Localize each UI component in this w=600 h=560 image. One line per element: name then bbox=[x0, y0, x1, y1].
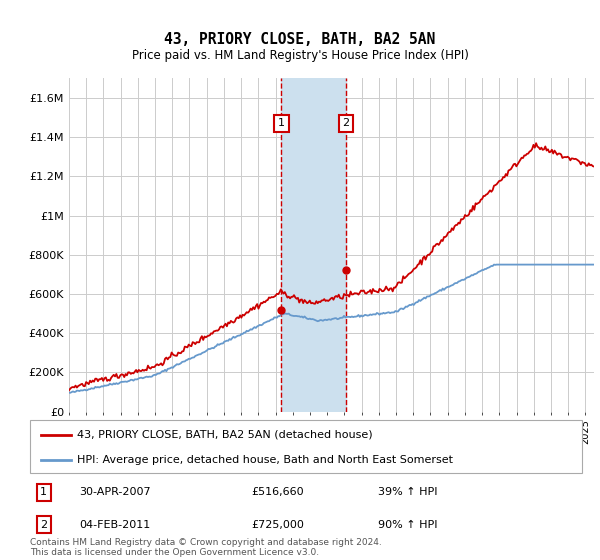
Text: 30-APR-2007: 30-APR-2007 bbox=[80, 487, 151, 497]
Text: £725,000: £725,000 bbox=[251, 520, 304, 530]
Text: £516,660: £516,660 bbox=[251, 487, 304, 497]
Bar bbox=[281, 78, 346, 412]
FancyBboxPatch shape bbox=[30, 420, 582, 473]
Text: 90% ↑ HPI: 90% ↑ HPI bbox=[378, 520, 437, 530]
Text: HPI: Average price, detached house, Bath and North East Somerset: HPI: Average price, detached house, Bath… bbox=[77, 455, 453, 465]
Text: 04-FEB-2011: 04-FEB-2011 bbox=[80, 520, 151, 530]
Text: 43, PRIORY CLOSE, BATH, BA2 5AN (detached house): 43, PRIORY CLOSE, BATH, BA2 5AN (detache… bbox=[77, 430, 373, 440]
Text: 1: 1 bbox=[40, 487, 47, 497]
Text: 1: 1 bbox=[278, 119, 285, 128]
Text: Price paid vs. HM Land Registry's House Price Index (HPI): Price paid vs. HM Land Registry's House … bbox=[131, 49, 469, 62]
Text: 2: 2 bbox=[343, 119, 350, 128]
Text: 39% ↑ HPI: 39% ↑ HPI bbox=[378, 487, 437, 497]
Text: 2: 2 bbox=[40, 520, 47, 530]
Text: 43, PRIORY CLOSE, BATH, BA2 5AN: 43, PRIORY CLOSE, BATH, BA2 5AN bbox=[164, 32, 436, 48]
Text: Contains HM Land Registry data © Crown copyright and database right 2024.
This d: Contains HM Land Registry data © Crown c… bbox=[30, 538, 382, 557]
